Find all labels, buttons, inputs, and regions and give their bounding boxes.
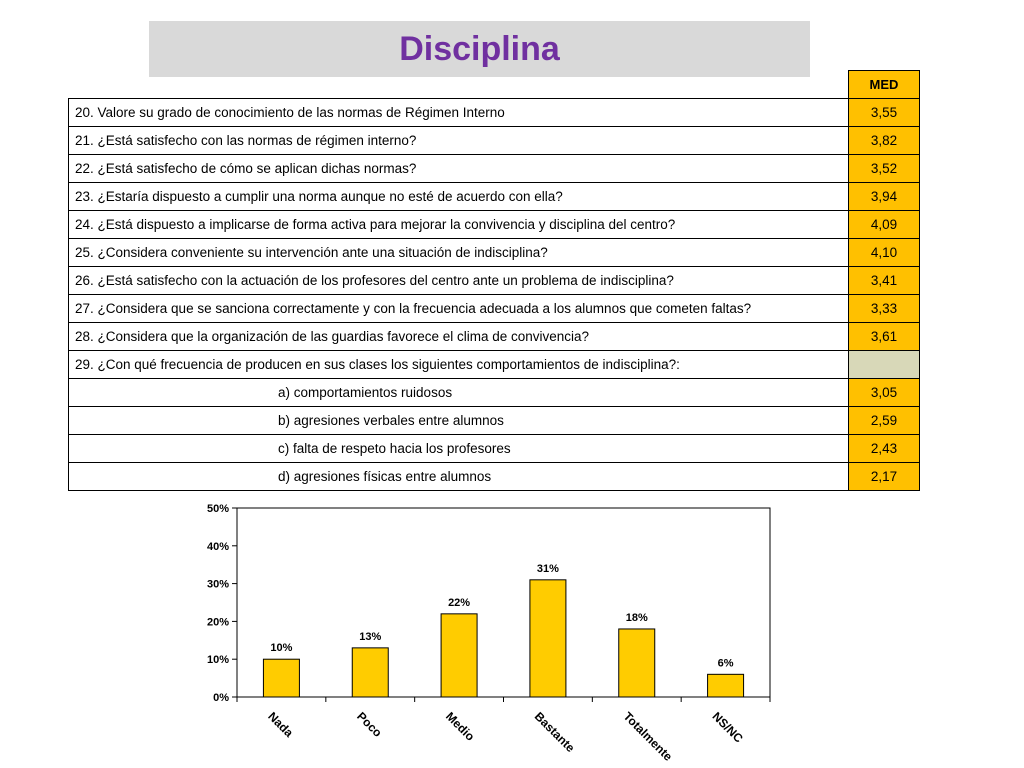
table-header-row: MED (68, 70, 920, 99)
y-tick-label: 50% (207, 503, 229, 515)
survey-table-container: MED 20. Valore su grado de conocimiento … (68, 70, 920, 491)
question-label: 22. ¿Está satisfecho de cómo se aplican … (68, 154, 849, 183)
table-row: 20. Valore su grado de conocimiento de l… (68, 98, 920, 127)
bar (351, 647, 389, 698)
med-value: 2,43 (848, 434, 920, 463)
survey-table: MED 20. Valore su grado de conocimiento … (68, 70, 920, 491)
y-tick-label: 40% (207, 541, 229, 553)
med-value: 3,55 (848, 98, 920, 127)
plot-frame (236, 507, 771, 698)
question-label: 23. ¿Estaría dispuesto a cumplir una nor… (68, 182, 849, 211)
question-label: 26. ¿Está satisfecho con la actuación de… (68, 266, 849, 295)
x-tick-label: NS/NC (709, 709, 746, 746)
question-label: 24. ¿Está dispuesto a implicarse de form… (68, 210, 849, 239)
table-row: c) falta de respeto hacia los profesores… (68, 434, 920, 463)
bar-value-label: 10% (270, 642, 292, 654)
x-tick-label: Nada (265, 709, 296, 740)
x-tick-label: Poco (354, 709, 385, 740)
med-value: 3,61 (848, 322, 920, 351)
y-tick-label: 0% (213, 692, 229, 704)
med-value: 2,17 (848, 462, 920, 491)
bar-value-label: 13% (359, 631, 381, 643)
bar-value-label: 6% (718, 657, 734, 669)
table-row: 29. ¿Con qué frecuencia de producen en s… (68, 350, 920, 379)
question-label: 28. ¿Considera que la organización de la… (68, 322, 849, 351)
med-value: 3,94 (848, 182, 920, 211)
question-label: d) agresiones físicas entre alumnos (68, 462, 849, 491)
bar-value-label: 18% (626, 612, 648, 624)
bar (262, 658, 300, 698)
table-row: 23. ¿Estaría dispuesto a cumplir una nor… (68, 182, 920, 211)
y-tick-label: 20% (207, 616, 229, 628)
table-row: a) comportamientos ruidosos 3,05 (68, 378, 920, 407)
x-tick-label: Medio (443, 709, 477, 743)
question-label: 20. Valore su grado de conocimiento de l… (68, 98, 849, 127)
x-tick-label: Bastante (532, 709, 578, 755)
table-row: 27. ¿Considera que se sanciona correctam… (68, 294, 920, 323)
title-banner: Disciplina (149, 21, 810, 77)
y-tick-label: 10% (207, 654, 229, 666)
bar-chart: 0% 10% 20% 30% 40% 50% 10% Nada 13% Poco 22% Medio 3… (207, 503, 771, 764)
question-label: 25. ¿Considera conveniente su intervenci… (68, 238, 849, 267)
med-value: 2,59 (848, 406, 920, 435)
med-value: 4,09 (848, 210, 920, 239)
bar (440, 613, 478, 698)
bar (707, 673, 745, 698)
table-row: d) agresiones físicas entre alumnos 2,17 (68, 462, 920, 491)
question-label: 29. ¿Con qué frecuencia de producen en s… (68, 350, 849, 379)
table-row: 22. ¿Está satisfecho de cómo se aplican … (68, 154, 920, 183)
table-row: 24. ¿Está dispuesto a implicarse de form… (68, 210, 920, 239)
med-value: 3,82 (848, 126, 920, 155)
question-label: 21. ¿Está satisfecho con las normas de r… (68, 126, 849, 155)
bar (618, 628, 656, 698)
survey-table-body: MED 20. Valore su grado de conocimiento … (68, 70, 920, 491)
table-row: 25. ¿Considera conveniente su intervenci… (68, 238, 920, 267)
question-label: b) agresiones verbales entre alumnos (68, 406, 849, 435)
question-label: 27. ¿Considera que se sanciona correctam… (68, 294, 849, 323)
bar-value-label: 22% (448, 597, 470, 609)
med-value: 3,33 (848, 294, 920, 323)
med-value (848, 350, 920, 379)
y-tick-label: 30% (207, 579, 229, 591)
med-value: 3,41 (848, 266, 920, 295)
med-column-header: MED (848, 70, 920, 99)
header-blank-cell (68, 70, 849, 99)
bar (529, 579, 567, 698)
x-tick-label: Totalmente (621, 709, 676, 764)
page-title: Disciplina (399, 29, 560, 68)
med-value: 3,05 (848, 378, 920, 407)
question-label: a) comportamientos ruidosos (68, 378, 849, 407)
table-row: 26. ¿Está satisfecho con la actuación de… (68, 266, 920, 295)
chart-plot: 0% 10% 20% 30% 40% 50% 10% Nada 13% Poco 22% Medio 3… (207, 503, 771, 764)
bar-value-label: 31% (537, 563, 559, 575)
table-row: b) agresiones verbales entre alumnos 2,59 (68, 406, 920, 435)
table-row: 21. ¿Está satisfecho con las normas de r… (68, 126, 920, 155)
question-label: c) falta de respeto hacia los profesores (68, 434, 849, 463)
med-value: 4,10 (848, 238, 920, 267)
med-value: 3,52 (848, 154, 920, 183)
table-row: 28. ¿Considera que la organización de la… (68, 322, 920, 351)
